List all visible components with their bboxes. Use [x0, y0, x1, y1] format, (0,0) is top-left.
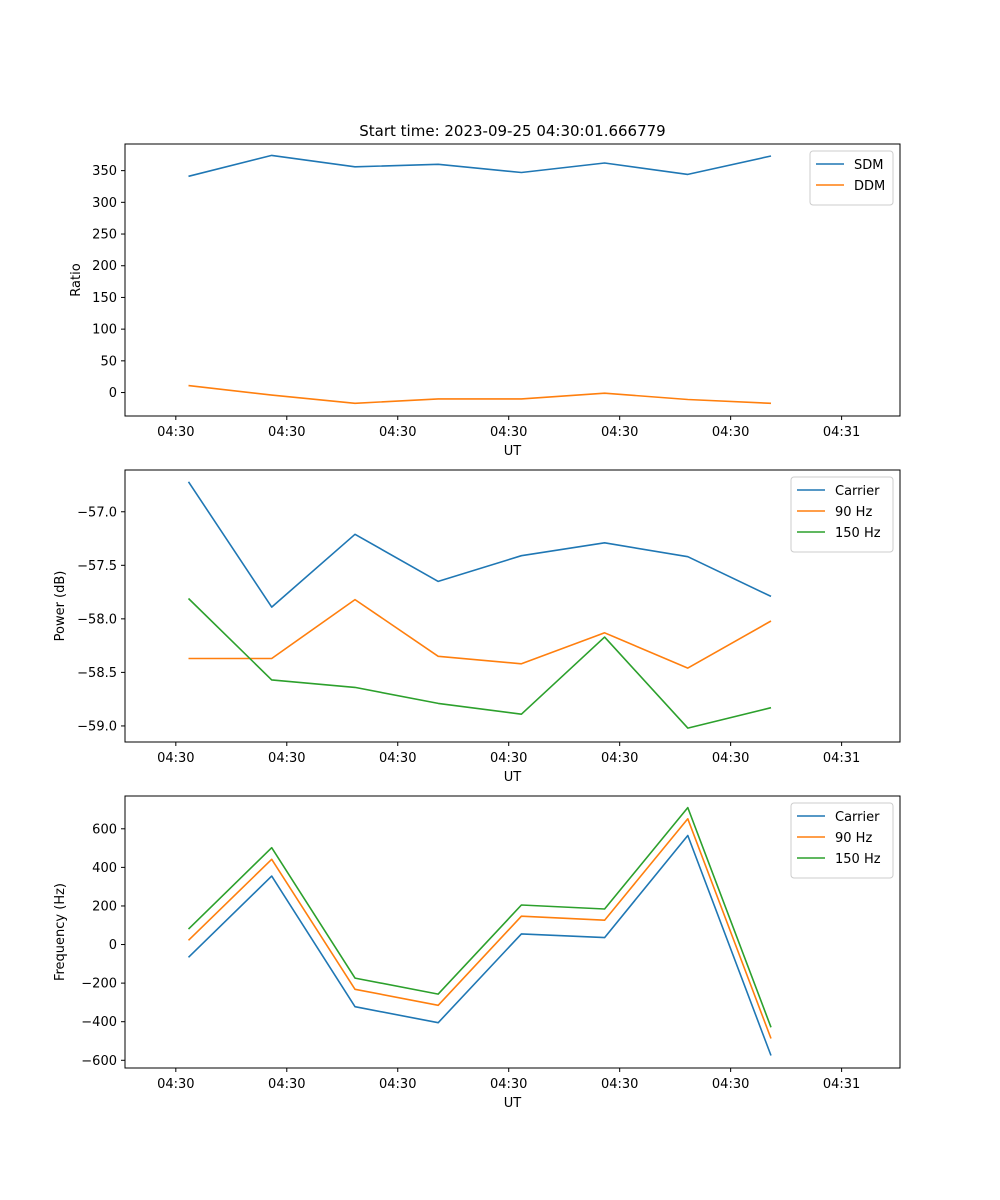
y-tick-label: 50	[100, 354, 117, 369]
x-tick-label: 04:31	[823, 425, 860, 440]
y-tick-label: 100	[92, 323, 117, 338]
y-tick-label: −58.0	[77, 612, 117, 627]
axes-frame	[124, 469, 901, 743]
y-tick-label: 300	[92, 196, 117, 211]
series-line-carrier	[187, 834, 772, 1056]
y-tick-label: −400	[81, 1015, 117, 1030]
legend-label-150-hz: 150 Hz	[835, 852, 881, 867]
y-tick-label: 150	[92, 291, 117, 306]
x-tick-label: 04:30	[601, 1077, 638, 1092]
y-tick-label: −57.5	[77, 559, 117, 574]
legend-label-90-hz: 90 Hz	[835, 831, 872, 846]
x-tick-label: 04:30	[712, 751, 749, 766]
axes-frame	[124, 143, 901, 417]
series-line-150-hz	[187, 597, 772, 729]
legend-label-sdm: SDM	[854, 158, 883, 173]
x-tick-label: 04:30	[157, 1077, 194, 1092]
ratio-panel: 04:30 04:30 04:30 04:30 04:30 04:30 04:31 0 50 10…	[69, 143, 901, 459]
y-tick-label: 0	[109, 938, 117, 953]
series-line-90-hz	[187, 817, 772, 1039]
series-line-ddm	[188, 384, 772, 405]
y-tick-label: 600	[92, 822, 117, 837]
x-axis-label: UT	[504, 770, 522, 785]
series-line-sdm	[188, 154, 772, 178]
y-tick-label: 200	[92, 259, 117, 274]
x-tick-label: 04:30	[712, 1077, 749, 1092]
y-tick-label: −600	[81, 1054, 117, 1069]
x-tick-label: 04:30	[379, 1077, 416, 1092]
y-tick-label: 400	[92, 861, 117, 876]
y-tick-label: 200	[92, 899, 117, 914]
y-tick-label: 250	[92, 228, 117, 243]
legend: Carrier 90 Hz 150 Hz	[790, 476, 894, 553]
x-tick-label: 04:30	[490, 425, 527, 440]
y-tick-label: 350	[92, 164, 117, 179]
legend-label-150-hz: 150 Hz	[835, 526, 881, 541]
y-tick-label: −200	[81, 977, 117, 992]
x-tick-label: 04:30	[490, 1077, 527, 1092]
x-tick-label: 04:31	[823, 1077, 860, 1092]
y-axis-label: Power (dB)	[53, 571, 68, 642]
x-axis-label: UT	[504, 444, 522, 459]
x-tick-label: 04:30	[712, 425, 749, 440]
y-tick-label: −57.0	[77, 505, 117, 520]
frequency-panel: 04:30 04:30 04:30 04:30 04:30 04:30 04:31 −600 −…	[53, 795, 901, 1111]
series-line-90-hz	[188, 598, 772, 669]
x-axis-label: UT	[504, 1096, 522, 1111]
series-line-carrier	[187, 481, 772, 608]
x-tick-label: 04:31	[823, 751, 860, 766]
series-line-150-hz	[187, 806, 772, 1028]
x-tick-label: 04:30	[268, 751, 305, 766]
legend-box	[790, 476, 894, 553]
legend-label-carrier: Carrier	[835, 484, 880, 499]
x-tick-label: 04:30	[601, 751, 638, 766]
y-axis-label: Frequency (Hz)	[53, 883, 68, 981]
y-tick-label: −59.0	[77, 719, 117, 734]
y-tick-label: −58.5	[77, 666, 117, 681]
x-tick-label: 04:30	[490, 751, 527, 766]
x-tick-label: 04:30	[379, 751, 416, 766]
x-tick-label: 04:30	[157, 751, 194, 766]
legend: Carrier 90 Hz 150 Hz	[790, 802, 894, 879]
x-tick-label: 04:30	[157, 425, 194, 440]
legend-label-90-hz: 90 Hz	[835, 505, 872, 520]
axes-frame	[124, 795, 901, 1069]
legend-label-carrier: Carrier	[835, 810, 880, 825]
x-tick-label: 04:30	[601, 425, 638, 440]
x-tick-label: 04:30	[268, 1077, 305, 1092]
chart-title: Start time: 2023-09-25 04:30:01.666779	[359, 122, 665, 140]
y-tick-label: 0	[109, 386, 117, 401]
legend-box	[790, 802, 894, 879]
x-tick-label: 04:30	[379, 425, 416, 440]
legend: SDM DDM	[809, 150, 894, 206]
power-panel: 04:30 04:30 04:30 04:30 04:30 04:30 04:31 −59.0…	[53, 469, 901, 785]
x-tick-label: 04:30	[268, 425, 305, 440]
legend-label-ddm: DDM	[854, 179, 885, 194]
y-axis-label: Ratio	[69, 263, 84, 296]
